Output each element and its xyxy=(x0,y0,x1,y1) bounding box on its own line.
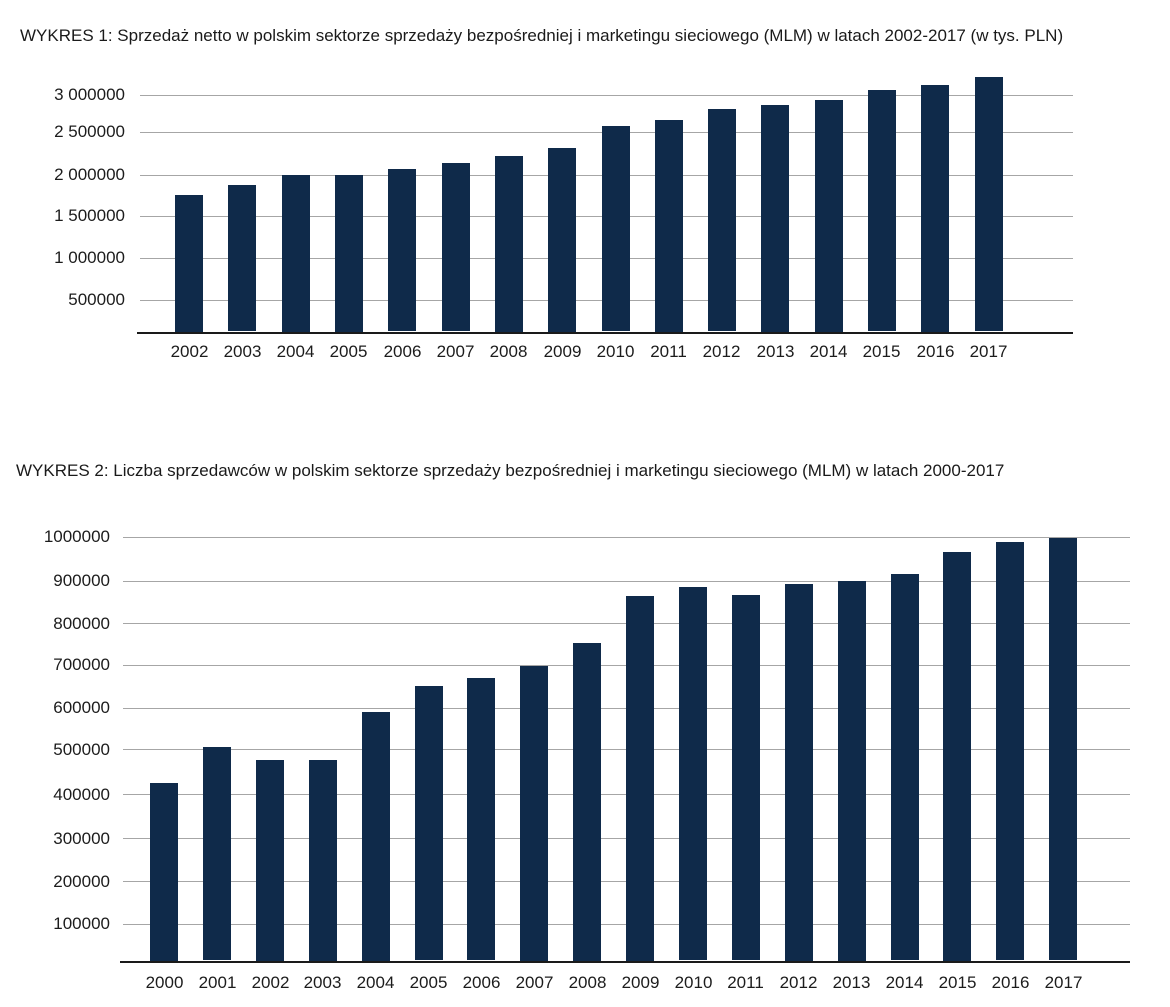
x-axis-label-2010: 2010 xyxy=(674,973,713,992)
bar-2010 xyxy=(679,587,707,960)
bar-2009 xyxy=(548,148,576,332)
x-axis-label-2014: 2014 xyxy=(885,973,924,992)
x-axis-label-2013: 2013 xyxy=(756,342,795,361)
bar-2016 xyxy=(996,542,1024,960)
y-axis-tick-label: 500000 xyxy=(68,290,125,309)
x-axis-label-2007: 2007 xyxy=(515,973,554,992)
x-axis-label-2002: 2002 xyxy=(170,342,209,361)
x-axis-label-2009: 2009 xyxy=(621,973,660,992)
x-axis-label-2008: 2008 xyxy=(568,973,607,992)
x-axis-label-2007: 2007 xyxy=(436,342,475,361)
bar-2016 xyxy=(921,85,949,332)
bar-2012 xyxy=(785,584,813,961)
bar-2015 xyxy=(943,552,971,961)
bar-2007 xyxy=(520,666,548,961)
x-axis-label-2016: 2016 xyxy=(916,342,955,361)
y-axis-tick-label: 900000 xyxy=(53,571,110,590)
gridline xyxy=(123,537,1130,538)
x-axis-label-2017: 2017 xyxy=(969,342,1008,361)
bar-2017 xyxy=(975,77,1003,331)
bar-2017 xyxy=(1049,538,1077,960)
chart-1-title: WYKRES 1: Sprzedaż netto w polskim sekto… xyxy=(20,26,1064,45)
y-axis-tick-label: 200000 xyxy=(53,872,110,891)
bar-2015 xyxy=(868,90,896,331)
x-axis-label-2012: 2012 xyxy=(702,342,741,361)
x-axis-line xyxy=(137,332,1073,334)
bar-2008 xyxy=(495,156,523,332)
bar-2010 xyxy=(602,126,630,331)
y-axis-tick-label: 1 000000 xyxy=(54,248,125,267)
x-axis-label-2001: 2001 xyxy=(198,973,237,992)
y-axis-tick-label: 400000 xyxy=(53,785,110,804)
x-axis-label-2011: 2011 xyxy=(650,342,687,361)
chart-2-title: WYKRES 2: Liczba sprzedawców w polskim s… xyxy=(16,461,1005,480)
x-axis-label-2017: 2017 xyxy=(1044,973,1083,992)
x-axis-label-2003: 2003 xyxy=(303,973,342,992)
bar-2001 xyxy=(203,747,231,960)
y-axis-tick-label: 500000 xyxy=(53,740,110,759)
y-axis-tick-label: 700000 xyxy=(53,655,110,674)
y-axis-tick-label: 2 000000 xyxy=(54,165,125,184)
x-axis-label-2003: 2003 xyxy=(223,342,262,361)
y-axis-tick-label: 1000000 xyxy=(43,527,110,546)
bar-2012 xyxy=(708,109,736,331)
x-axis-label-2006: 2006 xyxy=(383,342,422,361)
x-axis-label-2011: 2011 xyxy=(727,973,764,992)
bar-2014 xyxy=(815,100,843,332)
y-axis-tick-label: 800000 xyxy=(53,614,110,633)
x-axis-label-2002: 2002 xyxy=(251,973,290,992)
bar-2009 xyxy=(626,596,654,961)
x-axis-label-2013: 2013 xyxy=(832,973,871,992)
bar-2006 xyxy=(388,169,416,331)
x-axis-label-2014: 2014 xyxy=(809,342,848,361)
bar-2013 xyxy=(838,581,866,961)
bar-2005 xyxy=(415,686,443,960)
bar-2014 xyxy=(891,574,919,960)
y-axis-tick-label: 600000 xyxy=(53,698,110,717)
x-axis-label-2006: 2006 xyxy=(462,973,501,992)
bar-2005 xyxy=(335,175,363,332)
bar-2008 xyxy=(573,643,601,961)
y-axis-tick-label: 3 000000 xyxy=(54,85,125,104)
gridline xyxy=(123,581,1130,582)
x-axis-label-2009: 2009 xyxy=(543,342,582,361)
gridline xyxy=(140,95,1073,96)
x-axis-label-2012: 2012 xyxy=(779,973,818,992)
x-axis-label-2010: 2010 xyxy=(596,342,635,361)
bar-2011 xyxy=(732,595,760,960)
y-axis-tick-label: 1 500000 xyxy=(54,206,125,225)
y-axis-tick-label: 100000 xyxy=(53,914,110,933)
bar-2007 xyxy=(442,163,470,331)
x-axis-label-2015: 2015 xyxy=(938,973,977,992)
bar-2003 xyxy=(228,185,256,331)
x-axis-line xyxy=(120,961,1130,963)
x-axis-label-2000: 2000 xyxy=(145,973,184,992)
bar-2004 xyxy=(282,175,310,332)
y-axis-tick-label: 300000 xyxy=(53,829,110,848)
x-axis-label-2004: 2004 xyxy=(356,973,395,992)
bar-2011 xyxy=(655,120,683,332)
x-axis-label-2008: 2008 xyxy=(489,342,528,361)
x-axis-label-2005: 2005 xyxy=(329,342,368,361)
bar-2002 xyxy=(175,195,203,332)
bar-2002 xyxy=(256,760,284,961)
bar-2003 xyxy=(309,760,337,961)
bar-2006 xyxy=(467,678,495,960)
bar-2000 xyxy=(150,783,178,961)
x-axis-label-2005: 2005 xyxy=(409,973,448,992)
x-axis-label-2016: 2016 xyxy=(991,973,1030,992)
x-axis-label-2015: 2015 xyxy=(862,342,901,361)
bar-2004 xyxy=(362,712,390,961)
x-axis-label-2004: 2004 xyxy=(276,342,315,361)
bar-2013 xyxy=(761,105,789,332)
y-axis-tick-label: 2 500000 xyxy=(54,122,125,141)
